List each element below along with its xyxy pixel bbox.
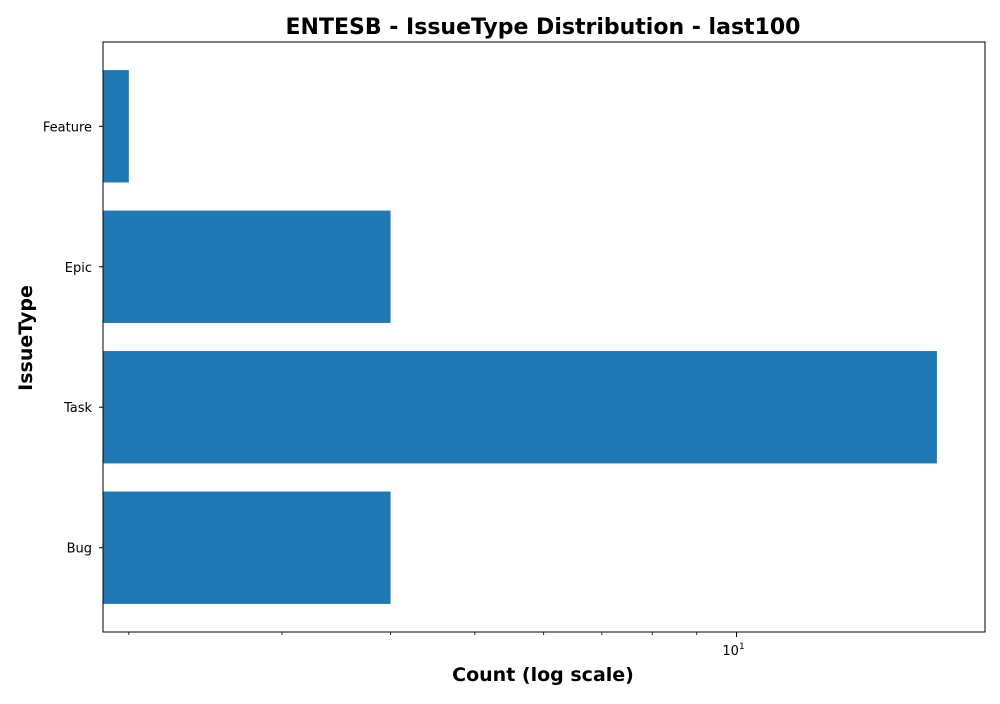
x-axis-label: Count (log scale)	[452, 664, 634, 686]
bar-bug	[103, 491, 391, 604]
y-axis-label: IssueType	[15, 285, 37, 391]
bar-epic	[103, 210, 391, 323]
chart-title: ENTESB - IssueType Distribution - last10…	[286, 15, 801, 40]
y-tick-label-epic: Epic	[65, 261, 92, 276]
x-tick-label: 101	[722, 642, 744, 659]
bar-task	[103, 351, 937, 464]
plot-area: Bug Task Epic Feature 101	[43, 41, 986, 659]
bar-feature	[103, 70, 129, 183]
y-tick-label-task: Task	[63, 401, 93, 416]
y-tick-label-feature: Feature	[43, 120, 92, 135]
y-tick-label-bug: Bug	[67, 542, 92, 557]
